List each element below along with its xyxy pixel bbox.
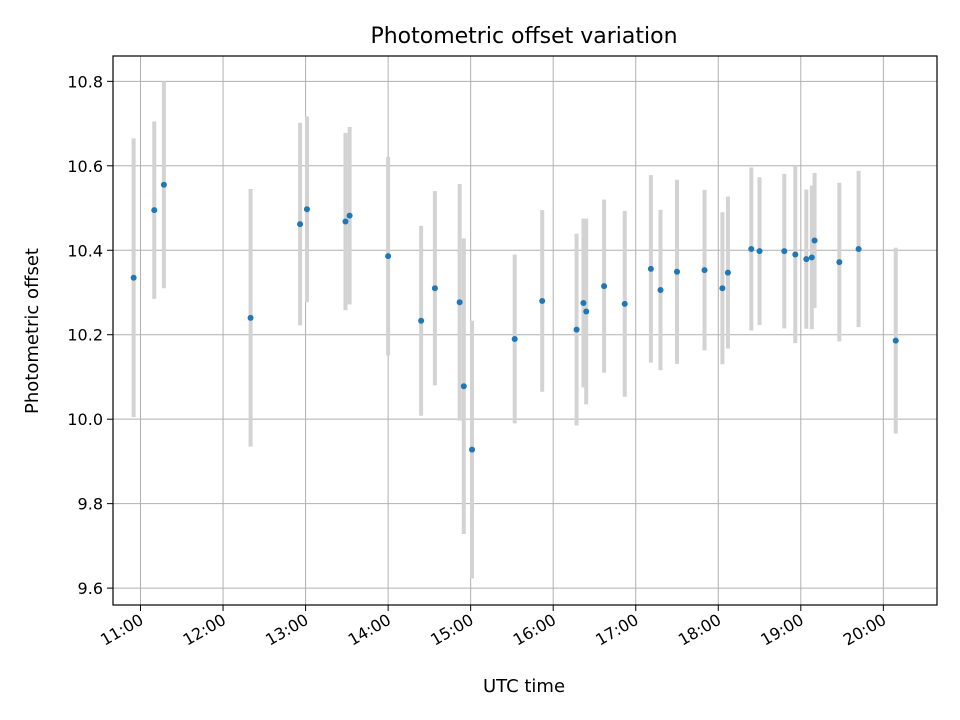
data-point [781,248,788,255]
y-axis-ticks: 9.6 9.8 10.0 10.2 10.4 10.6 10.8 [67,72,113,598]
data-point [892,337,899,344]
data-point [647,265,654,272]
data-point [130,274,137,281]
chart-title: Photometric offset variation [370,24,677,49]
y-tick-label: 10.6 [67,157,103,176]
grid [113,56,937,605]
data-point [583,308,590,315]
y-tick-label: 9.6 [78,579,103,598]
data-point [674,268,681,275]
x-axis-label: UTC time [483,676,565,697]
data-point [460,383,467,390]
y-tick-label: 9.8 [78,495,103,514]
data-point [748,245,755,252]
data-point [792,251,799,258]
data-point [342,218,349,225]
y-tick-label: 10.0 [67,410,103,429]
data-point [418,317,425,324]
data-point [803,256,810,263]
data-point [811,237,818,244]
data-point [601,283,608,290]
data-point [657,286,664,293]
data-point [573,326,580,333]
data-point [431,285,438,292]
data-point [297,221,304,228]
plot-frame [112,55,938,606]
y-tick-label: 10.8 [67,72,103,91]
data-point [247,314,254,321]
data-point [701,267,708,274]
data-point [756,248,763,255]
data-point [539,297,546,304]
data-point [724,269,731,276]
data-point [808,254,815,261]
data-point [385,253,392,260]
data-point [151,207,158,214]
data-point [836,259,843,266]
data-point [303,206,310,213]
data-point [580,300,587,307]
y-axis-label: Photometric offset [22,248,43,414]
data-point [855,245,862,252]
data-point [719,285,726,292]
data-point [621,300,628,307]
data-point [346,212,353,219]
data-point [456,299,463,306]
data-point [511,335,518,342]
data-point [469,446,476,453]
y-tick-label: 10.4 [67,241,103,260]
data-point [160,181,167,188]
data-points [130,181,899,453]
y-tick-label: 10.2 [67,326,103,345]
